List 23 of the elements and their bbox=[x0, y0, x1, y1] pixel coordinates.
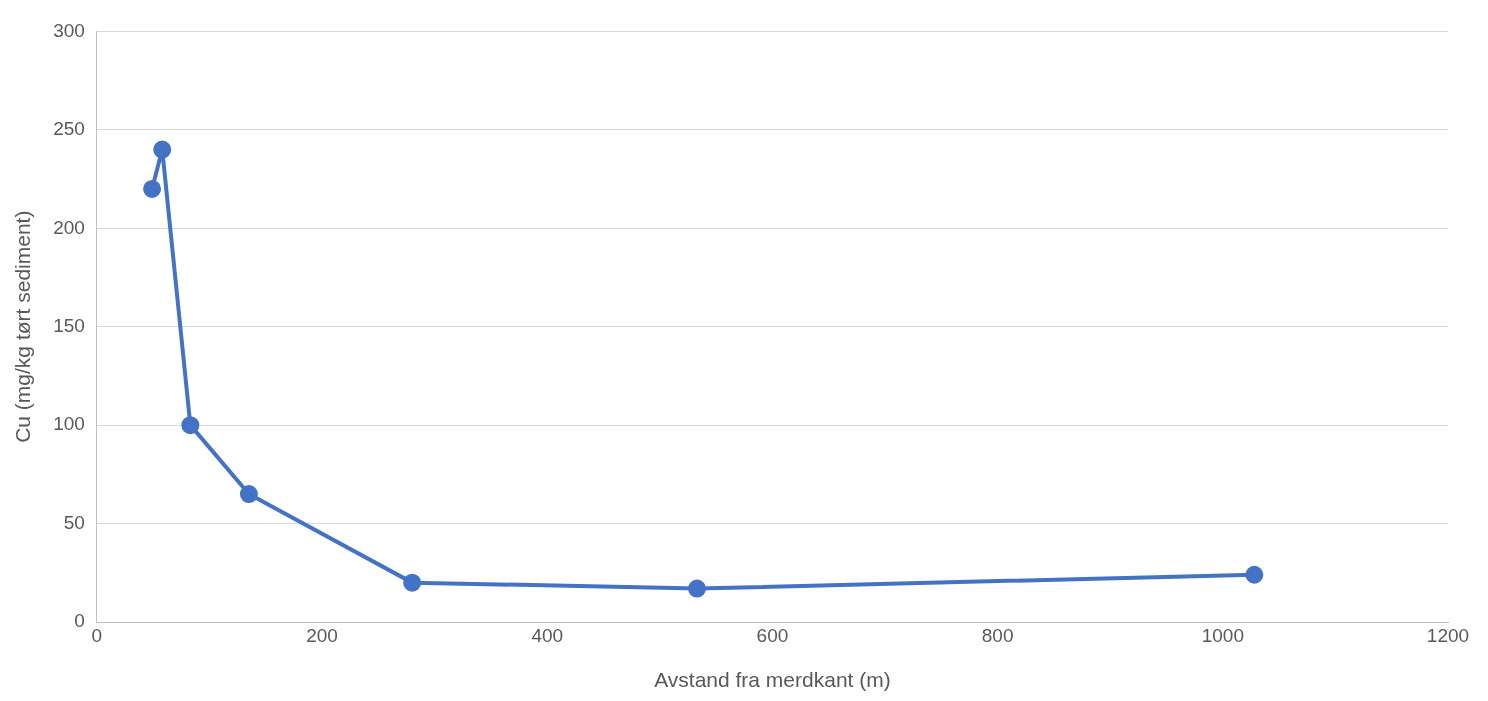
point bbox=[1245, 565, 1264, 584]
x-tick-label: 1200 bbox=[1426, 624, 1470, 646]
point bbox=[688, 579, 707, 598]
y-tick-label: 300 bbox=[53, 19, 85, 41]
point bbox=[153, 140, 172, 159]
point bbox=[403, 573, 422, 592]
y-tick-label: 50 bbox=[63, 511, 85, 533]
y-tick-label: 250 bbox=[53, 118, 85, 140]
point bbox=[181, 416, 200, 435]
x-tick-label: 0 bbox=[91, 624, 103, 646]
y-tick-label: 150 bbox=[53, 314, 85, 336]
y-axis-title: Cu (mg/kg tørt sediment) bbox=[11, 210, 35, 443]
x-tick-label: 600 bbox=[756, 624, 789, 646]
x-tick-label: 800 bbox=[981, 624, 1014, 646]
x-tick-label: 200 bbox=[306, 624, 338, 646]
y-tick-label: 100 bbox=[53, 413, 85, 435]
point bbox=[143, 179, 162, 198]
x-tick-label: 400 bbox=[531, 624, 564, 646]
point bbox=[239, 485, 258, 504]
y-tick-label: 200 bbox=[53, 216, 85, 238]
y-tick-label: 0 bbox=[74, 610, 85, 632]
x-tick-label: 1000 bbox=[1201, 624, 1244, 646]
x-axis-title: Avstand fra merdkant (m) bbox=[654, 668, 891, 692]
